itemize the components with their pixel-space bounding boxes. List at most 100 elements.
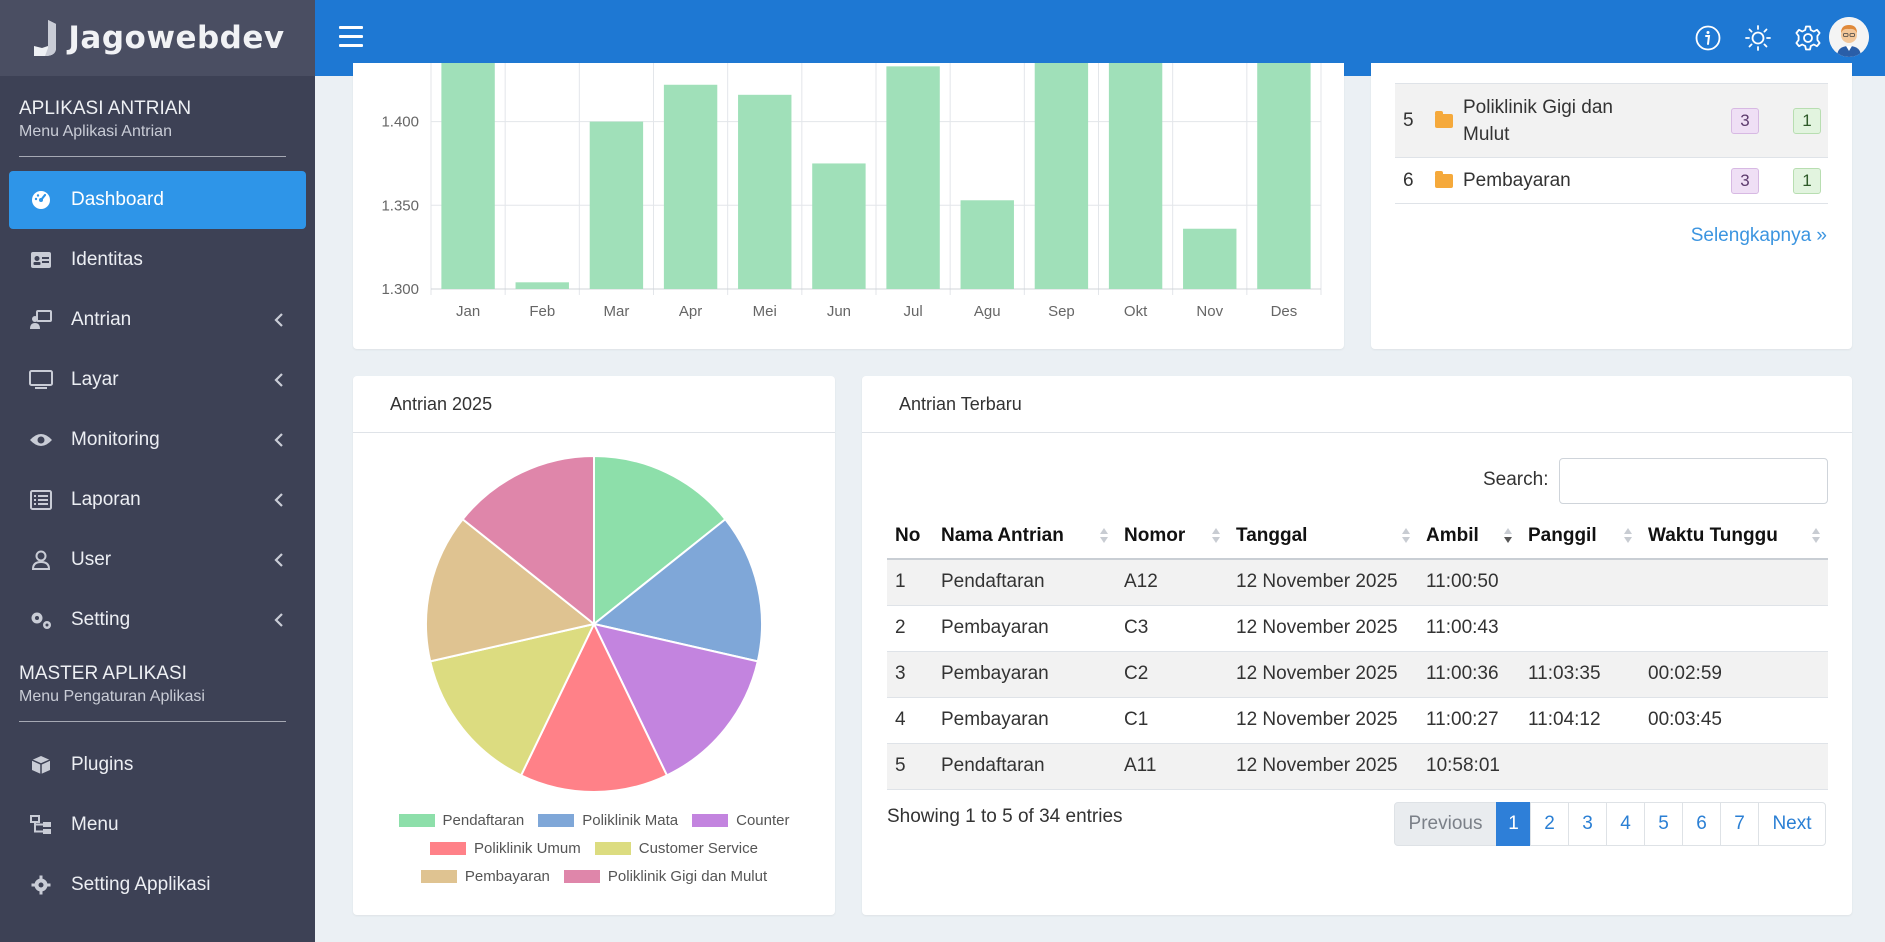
page-button[interactable]: 5 <box>1644 802 1683 846</box>
cell-nomor: A11 <box>1116 743 1228 790</box>
sidebar-item-laporan[interactable]: Laporan <box>9 471 306 529</box>
column-header-nomor[interactable]: Nomor <box>1116 513 1228 560</box>
column-header-no[interactable]: No <box>887 513 933 560</box>
app-section-header: APLIKASI ANTRIAN Menu Aplikasi Antrian <box>0 76 315 157</box>
legend-item[interactable]: Poliklinik Gigi dan Mulut <box>563 868 767 885</box>
pie-slice-pembayaran[interactable] <box>425 517 597 663</box>
legend-item[interactable]: Pembayaran <box>420 868 550 885</box>
x-tick-label: Mar <box>603 303 629 320</box>
bar-mar[interactable] <box>589 121 644 289</box>
pie-slice-poliklinik-gigi-dan-mulut[interactable] <box>461 454 595 627</box>
sort-icon <box>1812 528 1820 544</box>
cell-ambil: 10:58:01 <box>1418 743 1520 790</box>
cell-tanggal: 12 November 2025 <box>1228 697 1418 744</box>
column-header-waktu-tunggu[interactable]: Waktu Tunggu <box>1640 513 1828 560</box>
legend-row: Pendaftaran Poliklinik Mata Counter <box>353 812 835 829</box>
folder-icon <box>1435 170 1453 188</box>
table-row: 3 Pembayaran C2 12 November 2025 11:00:3… <box>887 651 1828 698</box>
legend-item[interactable]: Pendaftaran <box>398 812 524 829</box>
bar-jul[interactable] <box>886 66 940 289</box>
sidebar-nav: Dashboard Identitas Antrian Layar <box>0 157 315 649</box>
cell-no: 5 <box>887 743 933 790</box>
legend-swatch <box>430 842 467 855</box>
legend-item[interactable]: Poliklinik Mata <box>538 812 678 829</box>
sidebar-item-antrian[interactable]: Antrian <box>9 291 306 349</box>
gear-icon <box>29 873 53 897</box>
master-section-header: MASTER APLIKASI Menu Pengaturan Aplikasi <box>0 651 315 722</box>
previous-page-button[interactable]: Previous <box>1394 802 1497 846</box>
page-button[interactable]: 2 <box>1530 802 1569 846</box>
pie-slice-customer-service[interactable] <box>429 622 596 777</box>
sidebar-item-monitoring[interactable]: Monitoring <box>9 411 306 469</box>
sun-icon[interactable] <box>1744 24 1772 52</box>
sidebar-item-menu[interactable]: Menu <box>9 796 306 854</box>
page-button[interactable]: 7 <box>1720 802 1759 846</box>
row-number: 5 <box>1403 109 1414 131</box>
column-header-nama-antrian[interactable]: Nama Antrian <box>933 513 1116 560</box>
legend-item[interactable]: Counter <box>692 812 789 829</box>
legend-label: Poliklinik Umum <box>474 840 581 857</box>
cell-nomor: C3 <box>1116 605 1228 652</box>
latest-queue-table: No Nama Antrian Nomor Tanggal Ambil Pang… <box>887 513 1828 790</box>
master-nav: Plugins Menu Setting Applikasi <box>0 722 315 914</box>
monthly-bar-chart: 1.300 1.350 1.400 Jan Feb Mar Apr Mei Jun Jul Agu S… <box>381 63 1322 320</box>
table-row: 1 Pendaftaran A12 12 November 2025 11:00… <box>887 559 1828 606</box>
bar-sep[interactable] <box>1034 63 1089 289</box>
pie-slice-pendaftaran[interactable] <box>593 454 727 627</box>
cell-waktu-tunggu: 00:02:59 <box>1640 651 1828 698</box>
legend-row: Pembayaran Poliklinik Gigi dan Mulut <box>353 868 835 885</box>
see-more-link[interactable]: Selengkapnya » <box>1690 225 1827 246</box>
bar-feb[interactable] <box>515 282 569 289</box>
pie-slice-counter[interactable] <box>592 622 759 777</box>
page-button[interactable]: 4 <box>1606 802 1645 846</box>
column-header-panggil[interactable]: Panggil <box>1520 513 1640 560</box>
bar-nov[interactable] <box>1183 228 1237 289</box>
bar-okt[interactable] <box>1108 63 1163 289</box>
bar-des[interactable] <box>1257 63 1311 289</box>
sort-icon <box>1624 528 1632 544</box>
category-name: Poliklinik Gigi dan Mulut <box>1463 96 1613 145</box>
info-icon[interactable] <box>1694 24 1722 52</box>
sidebar-item-label: Dashboard <box>71 189 164 210</box>
legend-item[interactable]: Poliklinik Umum <box>430 840 581 857</box>
page-button[interactable]: 6 <box>1682 802 1721 846</box>
bar-jan[interactable] <box>441 63 495 289</box>
pie-slice-poliklinik-mata[interactable] <box>591 517 763 663</box>
bar-agu[interactable] <box>960 200 1014 289</box>
count-badge: 1 <box>1793 108 1821 134</box>
sidebar-item-dashboard[interactable]: Dashboard <box>9 171 306 229</box>
brand[interactable]: Jagowebdev <box>0 0 315 76</box>
gear-icon[interactable] <box>1794 24 1822 52</box>
sidebar-item-setting[interactable]: Setting <box>9 591 306 649</box>
page-button[interactable]: 3 <box>1568 802 1607 846</box>
sidebar-item-user[interactable]: User <box>9 531 306 589</box>
sidebar-item-identitas[interactable]: Identitas <box>9 231 306 289</box>
legend-label: Counter <box>736 812 790 829</box>
x-tick-label: Mei <box>753 303 777 320</box>
divider <box>19 721 286 722</box>
legend-item[interactable]: Customer Service <box>594 840 758 857</box>
hamburger-menu-icon[interactable] <box>339 26 363 48</box>
cell-tanggal: 12 November 2025 <box>1228 605 1418 652</box>
bar-apr[interactable] <box>663 84 718 289</box>
sidebar-item-layar[interactable]: Layar <box>9 351 306 409</box>
pagination: Previous 1 2 3 4 5 6 7 Next <box>1394 802 1826 846</box>
sidebar-item-label: Monitoring <box>71 429 160 450</box>
sidebar-item-plugins[interactable]: Plugins <box>9 736 306 794</box>
column-header-ambil[interactable]: Ambil <box>1418 513 1520 560</box>
search-input[interactable] <box>1559 458 1828 504</box>
cell-ambil: 11:00:50 <box>1418 559 1520 606</box>
bar-mei[interactable] <box>738 94 792 289</box>
x-tick-label: Jun <box>827 303 851 320</box>
column-header-tanggal[interactable]: Tanggal <box>1228 513 1418 560</box>
sitemap-icon <box>29 813 53 837</box>
x-tick-label: Agu <box>974 303 1001 320</box>
avatar[interactable] <box>1829 17 1869 57</box>
sidebar-item-setting-aplikasi[interactable]: Setting Applikasi <box>9 856 306 914</box>
bar-jun[interactable] <box>812 163 866 289</box>
page-button[interactable]: 1 <box>1496 802 1531 846</box>
pie-slice-poliklinik-umum[interactable] <box>519 621 669 793</box>
x-tick-label: Jul <box>903 303 922 320</box>
next-page-button[interactable]: Next <box>1758 802 1826 846</box>
queue-pie-chart <box>425 454 763 793</box>
